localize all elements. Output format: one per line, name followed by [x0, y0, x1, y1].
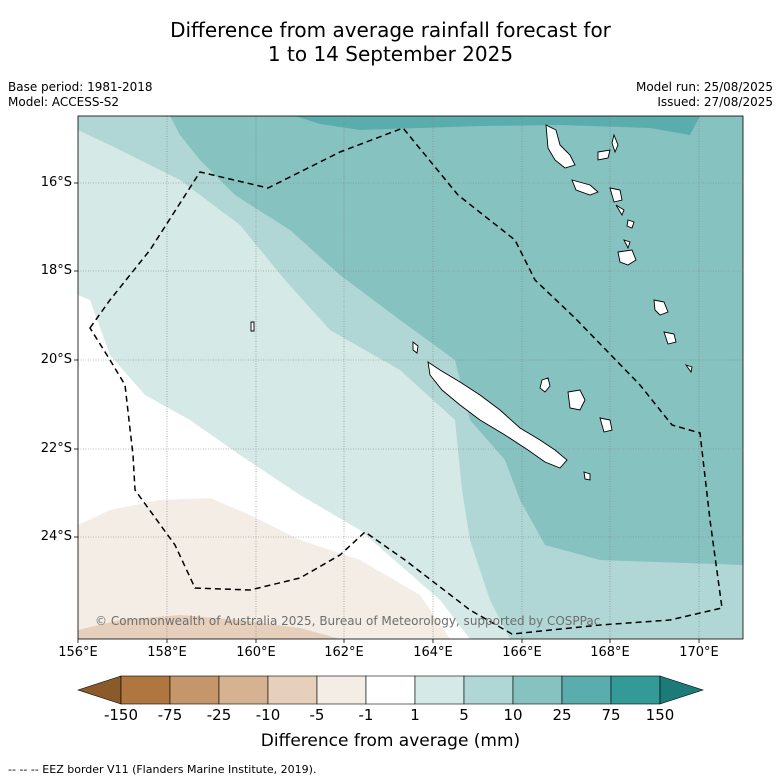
coastlines [250, 124, 693, 481]
colorbar-max-arrow [659, 675, 704, 705]
colorbar-label: -150 [103, 706, 139, 724]
axis-ticks [74, 182, 700, 643]
vanuatu [545, 124, 576, 169]
lat-label: 16°S [40, 175, 72, 190]
colorbar-bin [267, 675, 318, 705]
colorbar-bin [218, 675, 269, 705]
title-line-1: Difference from average rainfall forecas… [170, 18, 611, 42]
lon-label: 156°E [58, 645, 98, 660]
model-name: Model: ACCESS-S2 [8, 95, 120, 109]
colorbar-bin [316, 675, 367, 705]
colorbar-label: -1 [358, 706, 374, 724]
colorbar-label: 25 [552, 706, 572, 724]
lon-label: 168°E [590, 645, 630, 660]
graticule [78, 116, 743, 639]
band-minus10-to-minus5 [78, 615, 340, 639]
colorbar-label: -25 [206, 706, 232, 724]
chart-title: Difference from average rainfall forecas… [0, 18, 781, 66]
colorbar-label: 10 [503, 706, 523, 724]
new-caledonia [427, 361, 568, 469]
lon-label: 164°E [413, 645, 453, 660]
colorbar-title: Difference from average (mm) [260, 731, 521, 751]
base-period: Base period: 1981-2018 [8, 80, 153, 94]
band-25-to-75 [295, 116, 700, 135]
meta-right: Model run: 25/08/2025 Issued: 27/08/2025 [636, 80, 773, 110]
colorbar-label: 5 [459, 706, 469, 724]
colorbar-label: -5 [309, 706, 325, 724]
lon-label: 170°E [679, 645, 719, 660]
eez-legend-note: -- -- -- EEZ border V11 (Flanders Marine… [8, 763, 317, 776]
colorbar-label: -10 [255, 706, 281, 724]
colorbar-label: 75 [601, 706, 621, 724]
rainfall-map [78, 116, 743, 639]
band-minus5-to-minus1 [78, 498, 450, 639]
colorbar-bin [414, 675, 465, 705]
colorbar-bin [120, 675, 171, 705]
issued-date: Issued: 27/08/2025 [657, 95, 773, 109]
colorbar-bin [169, 675, 220, 705]
title-line-2: 1 to 14 September 2025 [267, 42, 514, 66]
map-frame [77, 115, 744, 640]
colorbar-bin [463, 675, 514, 705]
lon-label: 162°E [324, 645, 364, 660]
lat-label: 18°S [40, 263, 72, 278]
model-run: Model run: 25/08/2025 [635, 80, 773, 94]
lat-label: 22°S [40, 441, 72, 456]
colorbar-label: 1 [410, 706, 420, 724]
lon-label: 158°E [147, 645, 187, 660]
colorbar-label: -75 [157, 706, 183, 724]
lon-label: 160°E [236, 645, 276, 660]
colorbar-bin [365, 675, 416, 705]
colorbar-bin [561, 675, 612, 705]
lon-label: 166°E [502, 645, 542, 660]
eez-border [89, 127, 723, 635]
colorbar [77, 675, 704, 705]
band-10-to-25 [170, 116, 743, 565]
colorbar-bin [610, 675, 661, 705]
colorbar-label: 150 [645, 706, 675, 724]
colorbar-min-arrow [77, 675, 122, 705]
meta-left: Base period: 1981-2018 Model: ACCESS-S2 [8, 80, 153, 110]
copyright-notice: © Commonwealth of Australia 2025, Bureau… [95, 614, 601, 628]
lat-label: 24°S [40, 529, 72, 544]
lat-label: 20°S [40, 352, 72, 367]
colorbar-bin [512, 675, 563, 705]
